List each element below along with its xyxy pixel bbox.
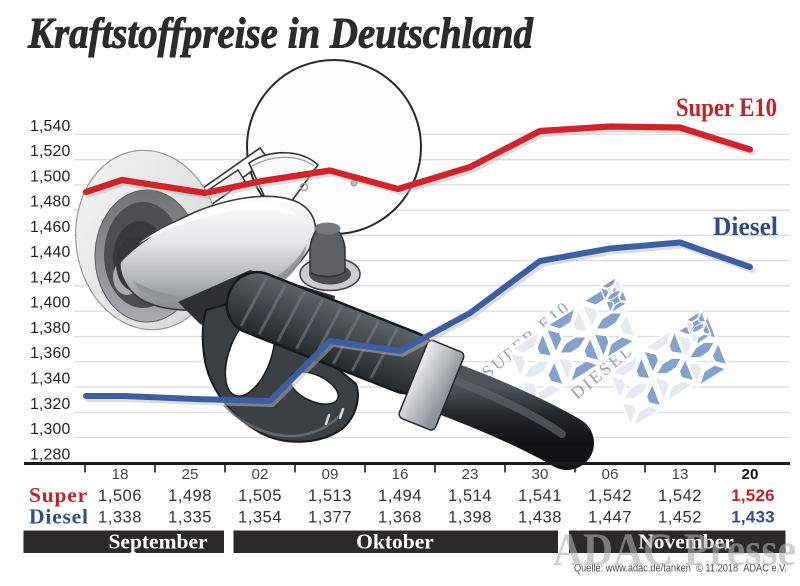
svg-text:1,542: 1,542 [658, 486, 702, 505]
svg-text:1,360: 1,360 [30, 345, 71, 362]
svg-text:1,541: 1,541 [518, 486, 562, 505]
svg-text:1,438: 1,438 [518, 508, 562, 527]
svg-text:1,542: 1,542 [588, 486, 632, 505]
svg-text:1,506: 1,506 [98, 486, 142, 505]
svg-text:1,338: 1,338 [98, 508, 142, 527]
svg-text:1,452: 1,452 [658, 508, 702, 527]
svg-text:06: 06 [602, 466, 619, 483]
svg-text:18: 18 [112, 466, 129, 483]
svg-text:1,460: 1,460 [30, 219, 71, 236]
svg-text:1,300: 1,300 [30, 421, 71, 438]
svg-text:1,494: 1,494 [378, 486, 422, 505]
svg-text:02: 02 [252, 466, 269, 483]
svg-text:1,514: 1,514 [448, 486, 492, 505]
svg-text:1,540: 1,540 [30, 118, 71, 135]
svg-text:1,400: 1,400 [30, 295, 71, 312]
svg-text:13: 13 [672, 466, 689, 483]
svg-text:Quelle: www.adac.de/tanken ©: Quelle: www.adac.de/tanken © 11.2018 ADA… [574, 563, 787, 575]
svg-text:November: November [638, 530, 734, 554]
svg-text:1,335: 1,335 [168, 508, 212, 527]
svg-text:25: 25 [182, 466, 199, 483]
svg-text:1,447: 1,447 [588, 508, 632, 527]
svg-text:1,433: 1,433 [731, 508, 775, 527]
svg-text:1,505: 1,505 [238, 486, 282, 505]
svg-text:1,380: 1,380 [30, 320, 71, 337]
svg-text:1,513: 1,513 [308, 486, 352, 505]
svg-text:1,377: 1,377 [308, 508, 352, 527]
svg-text:16: 16 [392, 466, 409, 483]
svg-text:Super: Super [29, 483, 88, 507]
svg-text:1,354: 1,354 [238, 508, 282, 527]
svg-text:Super E10: Super E10 [676, 93, 777, 122]
svg-text:1,340: 1,340 [30, 371, 71, 388]
svg-text:1,440: 1,440 [30, 244, 71, 261]
svg-text:1,420: 1,420 [30, 269, 71, 286]
svg-text:ADAC Presse: ADAC Presse [553, 524, 796, 576]
svg-text:1,480: 1,480 [30, 194, 71, 211]
svg-text:1,526: 1,526 [731, 486, 775, 505]
svg-text:1,498: 1,498 [168, 486, 212, 505]
svg-text:1,320: 1,320 [30, 396, 71, 413]
svg-text:Diesel: Diesel [713, 212, 778, 241]
svg-text:1,280: 1,280 [30, 446, 71, 463]
svg-text:20: 20 [742, 466, 759, 483]
svg-text:Diesel: Diesel [29, 505, 89, 529]
svg-text:1,520: 1,520 [30, 143, 71, 160]
svg-text:1,398: 1,398 [448, 508, 492, 527]
svg-text:23: 23 [462, 466, 479, 483]
svg-text:September: September [108, 530, 208, 554]
svg-text:1,500: 1,500 [30, 168, 71, 185]
svg-text:09: 09 [322, 466, 339, 483]
svg-text:Kraftstoffpreise in Deutschlan: Kraftstoffpreise in Deutschland [27, 11, 534, 58]
svg-text:1,368: 1,368 [378, 508, 422, 527]
svg-text:Oktober: Oktober [356, 530, 434, 554]
svg-text:30: 30 [532, 466, 549, 483]
